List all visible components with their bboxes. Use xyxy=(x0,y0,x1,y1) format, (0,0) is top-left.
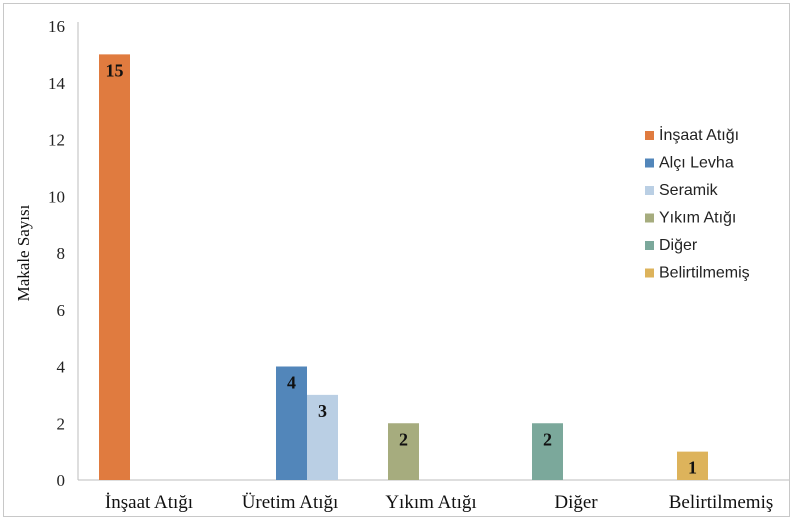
data-label: 15 xyxy=(106,60,124,80)
bar xyxy=(307,394,338,480)
y-tick-label: 0 xyxy=(57,471,66,490)
y-tick-label: 4 xyxy=(57,358,66,377)
data-label: 2 xyxy=(543,429,552,449)
legend-label: Alçı Levha xyxy=(659,155,734,172)
y-tick-label: 8 xyxy=(57,244,66,263)
y-tick-label: 14 xyxy=(48,74,66,93)
legend-swatch xyxy=(645,213,654,223)
chart-frame: 0 2 4 6 8 10 12 14 16 Makale Sayısı 15 4 3 2 2 1 İnşaat… xyxy=(3,3,790,517)
y-tick-label: 10 xyxy=(48,187,65,206)
legend-swatch xyxy=(645,158,654,168)
x-category-label: Diğer xyxy=(554,492,598,513)
bar xyxy=(677,451,708,480)
x-category-label: Belirtilmemiş xyxy=(669,492,774,513)
legend-swatch xyxy=(645,268,654,278)
legend-label: Belirtilmemiş xyxy=(659,265,750,282)
x-category-label: İnşaat Atığı xyxy=(105,492,193,513)
bar xyxy=(99,54,130,480)
legend-label: İnşaat Atığı xyxy=(659,125,739,144)
x-category-label: Yıkım Atığı xyxy=(385,492,476,513)
legend-label: Yıkım Atığı xyxy=(659,210,736,227)
legend-swatch xyxy=(645,186,654,195)
y-tick-label: 12 xyxy=(48,131,65,150)
bar xyxy=(276,366,307,480)
data-label: 1 xyxy=(688,458,697,478)
bar xyxy=(388,423,419,480)
y-tick-label: 2 xyxy=(57,414,66,433)
legend-swatch xyxy=(645,131,654,140)
y-axis-label: Makale Sayısı xyxy=(14,204,33,301)
data-label: 4 xyxy=(287,373,296,393)
y-tick-label: 16 xyxy=(48,17,65,36)
y-tick-label: 6 xyxy=(57,301,66,320)
legend-label: Seramik xyxy=(659,182,719,199)
data-label: 2 xyxy=(399,429,408,449)
x-category-label: Üretim Atığı xyxy=(242,492,339,513)
legend-label: Diğer xyxy=(659,237,698,254)
legend-swatch xyxy=(645,241,654,250)
bar-chart: 0 2 4 6 8 10 12 14 16 Makale Sayısı 15 4 3 2 2 1 İnşaat… xyxy=(14,17,789,513)
bar xyxy=(532,423,563,480)
data-label: 3 xyxy=(318,401,327,421)
